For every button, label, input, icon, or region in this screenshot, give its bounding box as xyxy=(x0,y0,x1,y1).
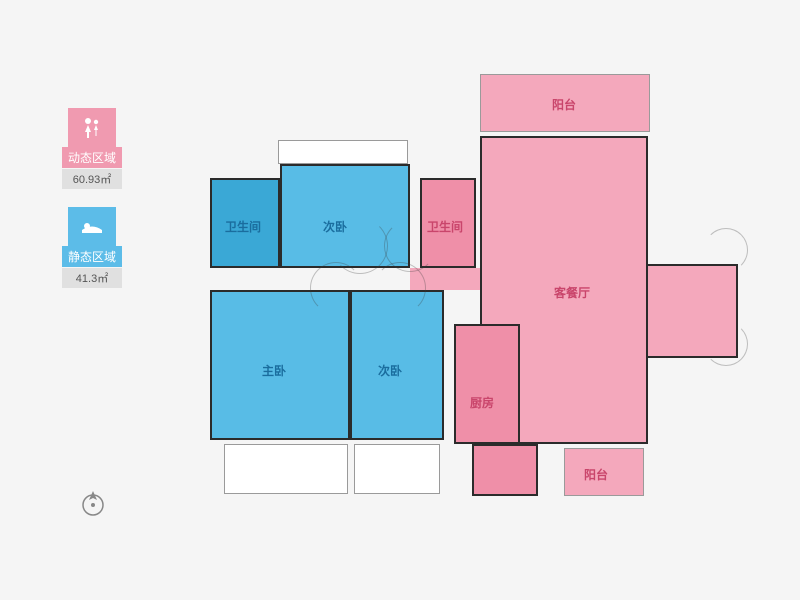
legend-dynamic: 动态区域 60.93㎡ xyxy=(62,108,122,189)
door-arc xyxy=(310,262,362,314)
room-balcony-bl2 xyxy=(354,444,440,494)
legend-dynamic-value: 60.93㎡ xyxy=(62,169,122,189)
legend-static: 静态区域 41.3㎡ xyxy=(62,207,122,288)
door-arc xyxy=(374,262,426,314)
room-balcony-bl1 xyxy=(224,444,348,494)
room-label-balcony-br: 阳台 xyxy=(584,466,608,483)
door-arc xyxy=(704,228,748,272)
room-label-bed2b: 次卧 xyxy=(378,362,402,379)
door-arc xyxy=(704,322,748,366)
legend-static-value: 41.3㎡ xyxy=(62,268,122,288)
legend-static-label: 静态区域 xyxy=(62,246,122,267)
room-label-living: 客餐厅 xyxy=(554,284,590,301)
room-bump-k xyxy=(472,444,538,496)
legend-panel: 动态区域 60.93㎡ 静态区域 41.3㎡ xyxy=(62,108,122,306)
sleep-icon xyxy=(68,207,116,247)
room-label-balcony-top: 阳台 xyxy=(552,96,576,113)
room-label-kitchen: 厨房 xyxy=(470,394,494,411)
room-kitchen xyxy=(454,324,520,444)
room-balcony-top-outer xyxy=(278,140,408,164)
legend-dynamic-label: 动态区域 xyxy=(62,147,122,168)
room-label-bath1: 卫生间 xyxy=(225,218,261,235)
room-label-master: 主卧 xyxy=(262,362,286,379)
people-icon xyxy=(68,108,116,148)
compass-icon xyxy=(78,488,108,518)
